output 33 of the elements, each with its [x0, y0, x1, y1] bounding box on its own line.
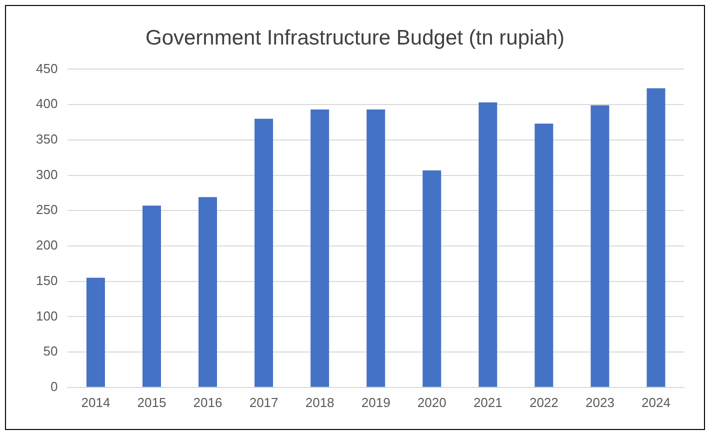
bar	[590, 105, 610, 387]
x-tick-label: 2019	[361, 394, 390, 410]
y-tick-label: 100	[36, 308, 58, 324]
x-tick-label: 2015	[137, 394, 166, 410]
y-tick-label: 150	[36, 272, 58, 288]
x-tick-label: 2018	[305, 394, 334, 410]
bar	[198, 197, 218, 387]
x-tick-label: 2022	[529, 394, 558, 410]
y-tick-label: 300	[36, 166, 58, 182]
x-tick-label: 2021	[473, 394, 502, 410]
y-tick-label: 200	[36, 238, 58, 253]
chart-title: Government Infrastructure Budget (tn rupiah)	[145, 26, 565, 50]
x-tick-label: 2024	[642, 394, 670, 410]
bar	[254, 118, 274, 387]
bar	[422, 170, 442, 387]
x-tick-label: 2020	[417, 394, 446, 410]
bar	[478, 102, 498, 387]
bar	[142, 206, 161, 387]
x-tick-label: 2023	[585, 394, 614, 410]
x-tick-label: 2017	[249, 394, 278, 410]
y-tick-label: 400	[36, 96, 58, 112]
y-tick-label: 0	[50, 378, 58, 394]
y-tick-label: 250	[36, 202, 58, 218]
bar	[310, 110, 330, 387]
bar	[646, 88, 666, 387]
bar	[534, 124, 554, 387]
y-tick-label: 350	[36, 131, 58, 146]
bar	[86, 278, 105, 387]
bar	[366, 110, 386, 387]
y-tick-label: 450	[36, 60, 58, 76]
x-tick-label: 2014	[81, 394, 110, 410]
x-tick-label: 2016	[193, 394, 222, 410]
y-tick-label: 50	[43, 344, 58, 359]
